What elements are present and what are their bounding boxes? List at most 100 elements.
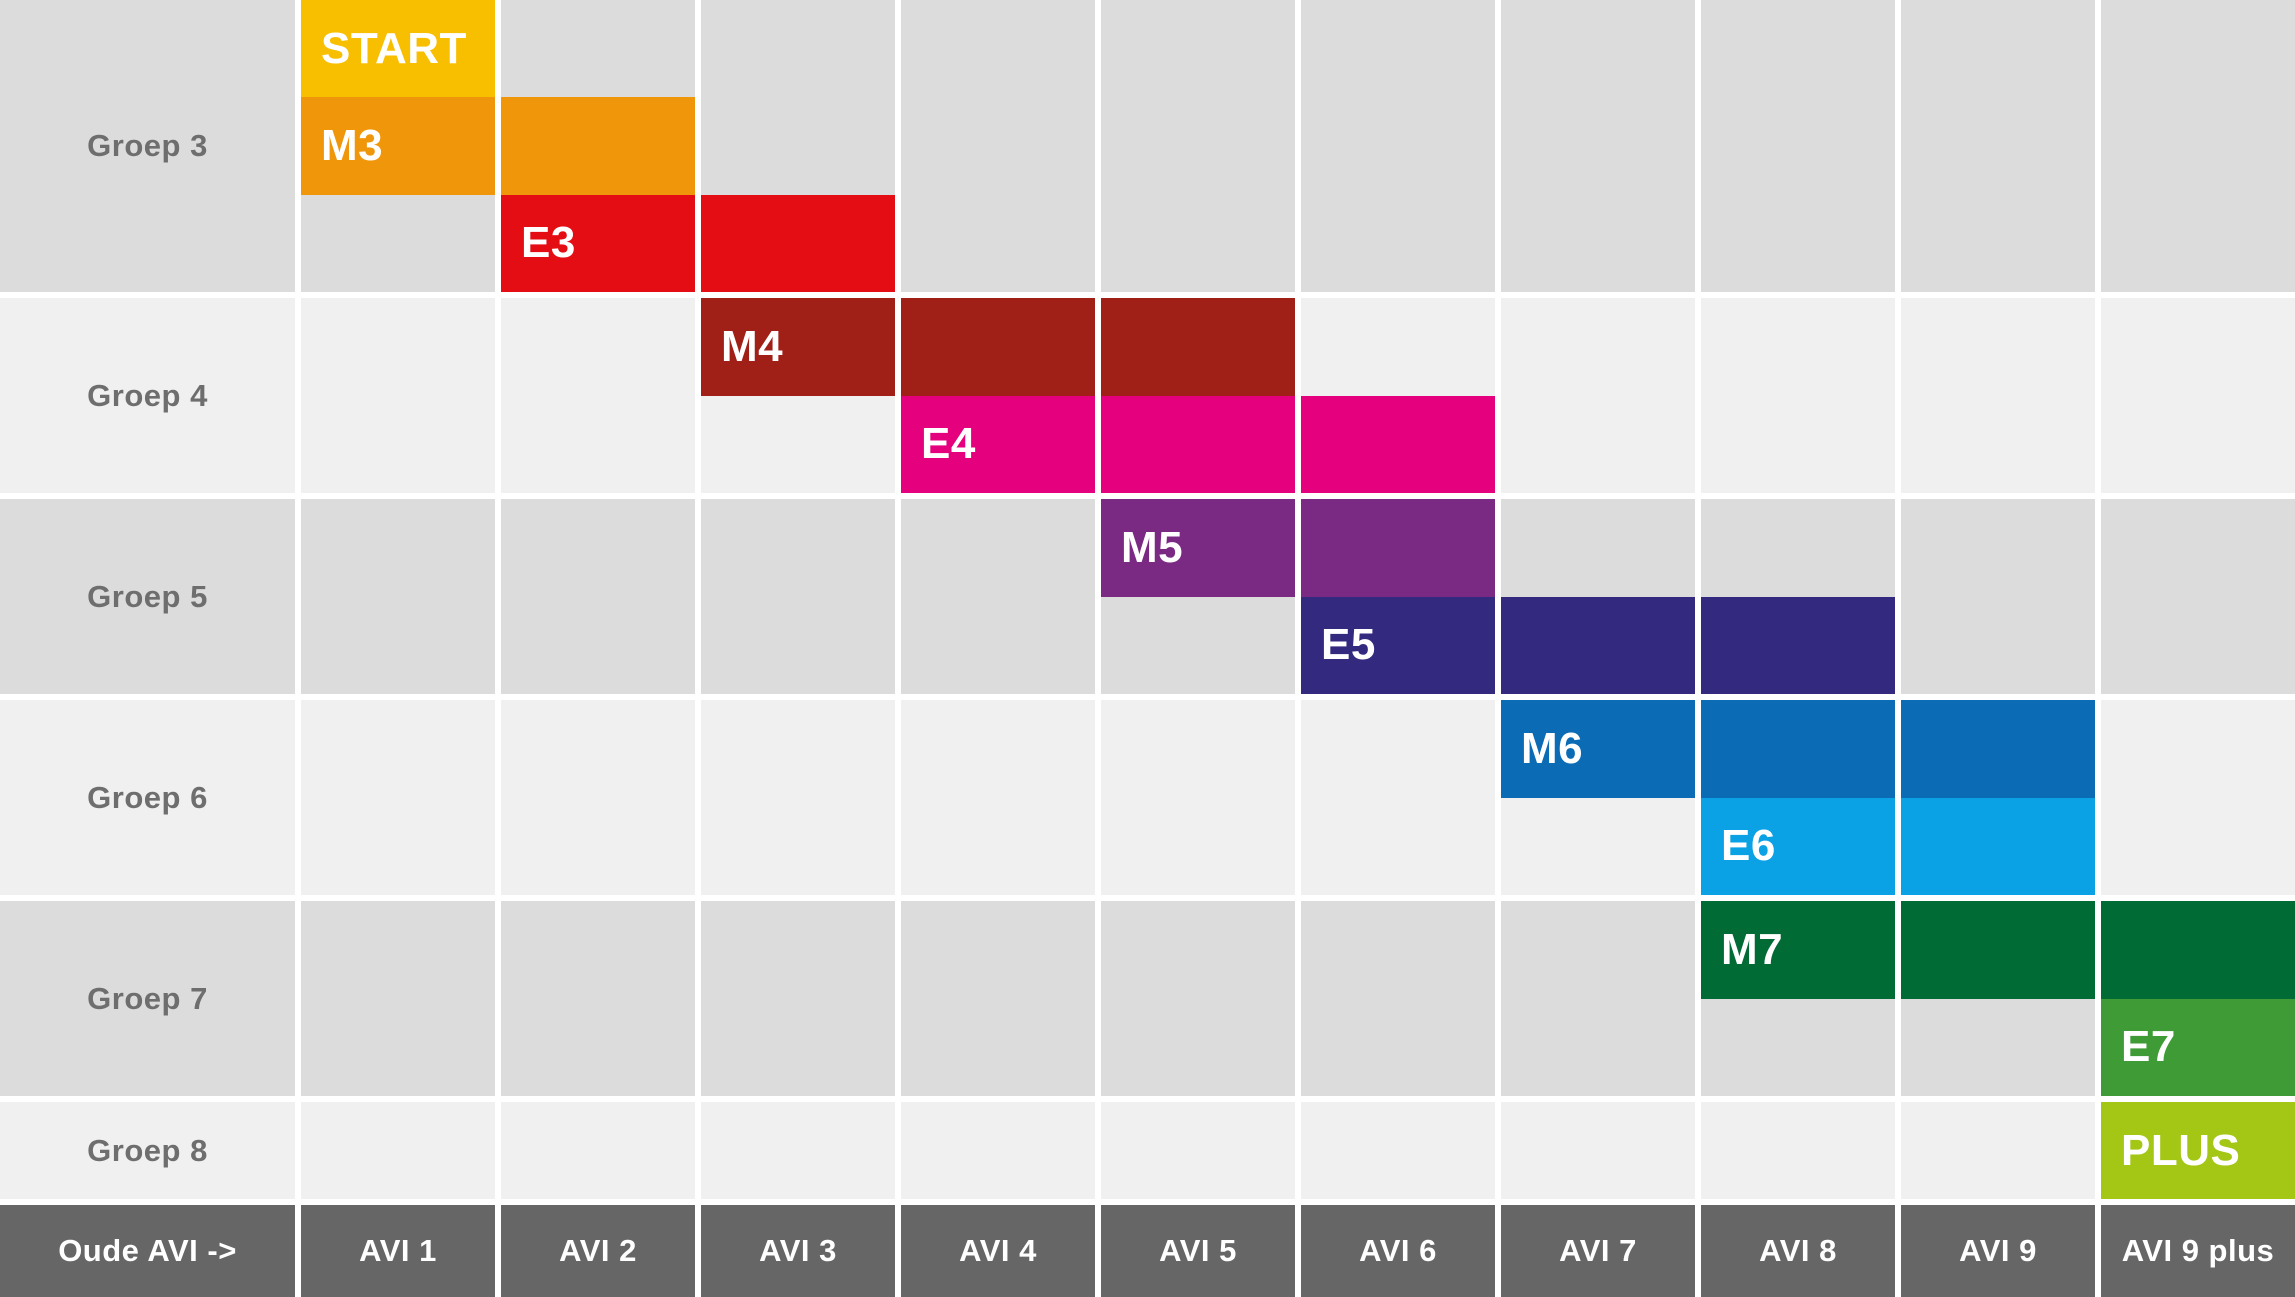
grid-cell bbox=[1501, 1102, 1695, 1199]
group-label-text: Groep 6 bbox=[87, 779, 208, 815]
header-cell-label: AVI 6 bbox=[1359, 1233, 1437, 1268]
grid-cell bbox=[1301, 700, 1495, 895]
level-block-m5: M5 bbox=[1101, 499, 1295, 597]
level-block-label: E7 bbox=[2121, 1022, 2176, 1072]
level-block-label: START bbox=[321, 23, 467, 73]
level-block-e5: E5 bbox=[1301, 596, 1495, 694]
grid-cell bbox=[2101, 499, 2295, 694]
level-block-m4 bbox=[1101, 298, 1295, 396]
level-block-e3 bbox=[701, 194, 895, 292]
grid-cell bbox=[1101, 901, 1295, 1096]
level-block-e5 bbox=[1501, 596, 1695, 694]
grid-cell bbox=[701, 700, 895, 895]
group-label-groep-5: Groep 5 bbox=[0, 499, 295, 694]
level-block-label: M4 bbox=[721, 321, 784, 371]
grid-cell bbox=[501, 1102, 695, 1199]
grid-cell bbox=[301, 1102, 495, 1199]
level-block-e5 bbox=[1701, 596, 1895, 694]
level-block-label: E4 bbox=[921, 419, 976, 469]
header-cell-avi-6: AVI 6 bbox=[1301, 1205, 1495, 1297]
level-block-m4 bbox=[901, 298, 1095, 396]
grid-cell bbox=[501, 499, 695, 694]
grid-cell bbox=[901, 700, 1095, 895]
header-cell-avi-2: AVI 2 bbox=[501, 1205, 695, 1297]
grid-cell bbox=[1701, 0, 1895, 292]
header-cell-label: AVI 9 plus bbox=[2121, 1233, 2275, 1268]
group-label-text: Groep 7 bbox=[87, 980, 208, 1016]
header-cell-avi-8: AVI 8 bbox=[1701, 1205, 1895, 1297]
grid-cell bbox=[501, 700, 695, 895]
level-block-e4 bbox=[1301, 395, 1495, 493]
grid-cell bbox=[901, 499, 1095, 694]
header-cell-avi-7: AVI 7 bbox=[1501, 1205, 1695, 1297]
level-block-m7 bbox=[2101, 901, 2295, 999]
grid-cell bbox=[1101, 700, 1295, 895]
level-block-m7: M7 bbox=[1701, 901, 1895, 999]
grid-cell bbox=[2101, 700, 2295, 895]
header-cell-label: AVI 5 bbox=[1159, 1233, 1237, 1268]
level-block-label: E5 bbox=[1321, 620, 1376, 670]
header-cell-label: AVI 3 bbox=[759, 1233, 837, 1268]
grid-cell bbox=[301, 298, 495, 493]
level-block-e4 bbox=[1101, 395, 1295, 493]
group-label-groep-4: Groep 4 bbox=[0, 298, 295, 493]
grid-cell bbox=[901, 0, 1095, 292]
group-label-text: Groep 4 bbox=[87, 377, 208, 413]
level-block-e6 bbox=[1901, 797, 2095, 895]
level-block-e3: E3 bbox=[501, 194, 695, 292]
grid-cell bbox=[1301, 0, 1495, 292]
header-cell-oude-avi: Oude AVI -> bbox=[0, 1205, 295, 1297]
grid-cell bbox=[1101, 0, 1295, 292]
grid-cell bbox=[1701, 1102, 1895, 1199]
grid-cell bbox=[1501, 901, 1695, 1096]
group-label-groep-3: Groep 3 bbox=[0, 0, 295, 292]
level-block-start: START bbox=[301, 0, 495, 98]
group-label-groep-7: Groep 7 bbox=[0, 901, 295, 1096]
level-block-m6 bbox=[1701, 700, 1895, 798]
grid-cell bbox=[501, 298, 695, 493]
level-block-label: E6 bbox=[1721, 821, 1776, 871]
header-cell-label: Oude AVI -> bbox=[58, 1233, 237, 1268]
grid-cell bbox=[301, 700, 495, 895]
level-block-label: M3 bbox=[321, 120, 384, 170]
header-cell-avi-3: AVI 3 bbox=[701, 1205, 895, 1297]
grid-cell bbox=[1901, 499, 2095, 694]
header-cell-avi-9: AVI 9 bbox=[1901, 1205, 2095, 1297]
group-label-text: Groep 3 bbox=[87, 128, 208, 163]
group-label-groep-8: Groep 8 bbox=[0, 1102, 295, 1199]
group-label-text: Groep 5 bbox=[87, 578, 208, 614]
level-block-m3: M3 bbox=[301, 97, 495, 195]
grid-cell bbox=[1101, 1102, 1295, 1199]
level-block-plus: PLUS bbox=[2101, 1102, 2295, 1199]
grid-cell bbox=[1901, 1102, 2095, 1199]
level-block-label: M6 bbox=[1521, 723, 1584, 773]
grid-cell bbox=[2101, 0, 2295, 292]
header-cell-label: AVI 7 bbox=[1559, 1233, 1637, 1268]
header-cell-avi-9-plus: AVI 9 plus bbox=[2101, 1205, 2295, 1297]
grid-cell bbox=[901, 1102, 1095, 1199]
grid-cell bbox=[1501, 298, 1695, 493]
level-block-e4: E4 bbox=[901, 395, 1095, 493]
level-block-e6: E6 bbox=[1701, 797, 1895, 895]
grid-cell bbox=[901, 901, 1095, 1096]
level-block-label: M7 bbox=[1721, 924, 1784, 974]
level-block-label: E3 bbox=[521, 218, 576, 268]
level-block-label: M5 bbox=[1121, 522, 1184, 572]
grid-cell bbox=[1301, 1102, 1495, 1199]
grid-cell bbox=[1501, 0, 1695, 292]
level-block-m5 bbox=[1301, 499, 1495, 597]
grid-cell bbox=[1901, 298, 2095, 493]
level-block-m6 bbox=[1901, 700, 2095, 798]
header-cell-avi-5: AVI 5 bbox=[1101, 1205, 1295, 1297]
header-cell-label: AVI 4 bbox=[959, 1233, 1037, 1268]
level-block-m4: M4 bbox=[701, 298, 895, 396]
grid-cell bbox=[701, 901, 895, 1096]
level-block-m7 bbox=[1901, 901, 2095, 999]
grid-cell bbox=[501, 901, 695, 1096]
grid-cell bbox=[301, 901, 495, 1096]
header-cell-avi-4: AVI 4 bbox=[901, 1205, 1095, 1297]
grid-cell bbox=[301, 499, 495, 694]
header-cell-label: AVI 1 bbox=[359, 1233, 437, 1268]
header-cell-label: AVI 9 bbox=[1959, 1233, 2037, 1268]
